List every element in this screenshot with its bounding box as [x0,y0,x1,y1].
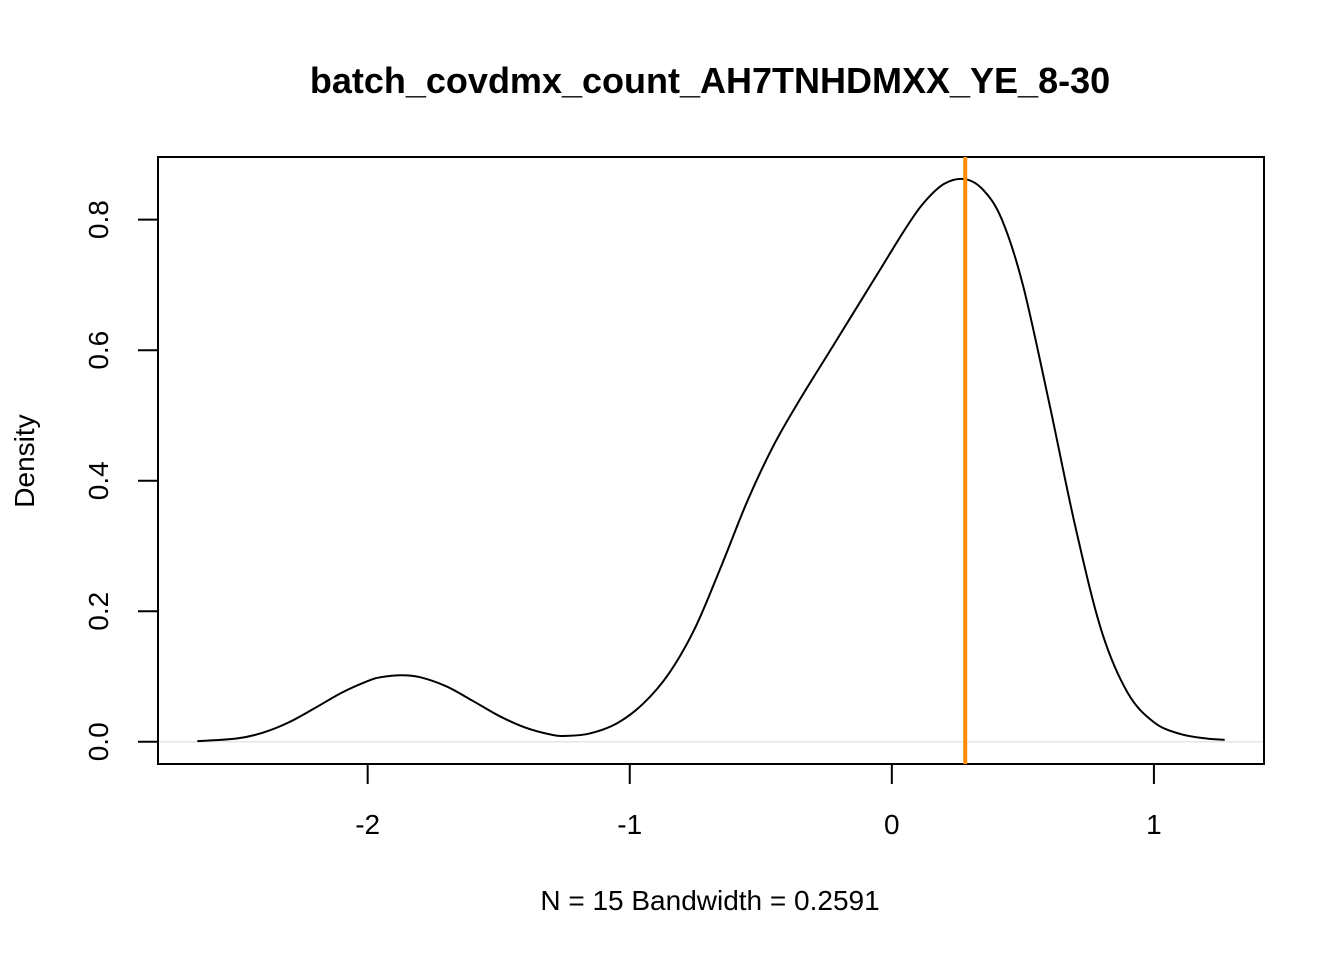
plot-area [159,157,1263,764]
x-tick-label: -1 [617,809,642,840]
y-axis-label: Density [9,414,40,507]
y-tick-label: 0.2 [83,592,114,631]
plot-frame [157,156,1265,765]
chart-title: batch_covdmx_count_AH7TNHDMXX_YE_8-30 [310,60,1110,101]
y-tick-label: 0.6 [83,331,114,370]
y-axis: 0.0 0.2 0.4 0.6 0.8 [83,200,158,761]
x-tick-label: 0 [884,809,900,840]
y-tick-label: 0.0 [83,722,114,761]
y-tick-label: 0.4 [83,461,114,500]
x-tick-label: -2 [355,809,380,840]
x-tick-label: 1 [1146,809,1162,840]
x-axis-label: N = 15 Bandwidth = 0.2591 [540,885,879,916]
y-tick-label: 0.8 [83,200,114,239]
x-axis: -2 -1 0 1 [355,764,1162,840]
density-curve [197,177,1225,743]
